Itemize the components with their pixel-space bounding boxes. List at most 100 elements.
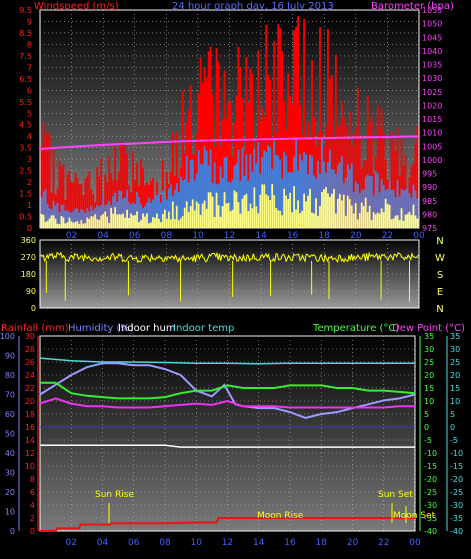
wind-average-bar [156,195,158,228]
moon-set-label: Moon Set [393,511,436,521]
wind-minimum-bar [102,213,105,228]
windspeed-tick-label: 1.5 [19,190,32,199]
wind-minimum-bar [64,223,67,228]
wind-average-bar [96,204,99,228]
wind-minimum-bar [62,217,65,228]
wind-average-bar [106,204,109,228]
wind-minimum-bar [205,208,208,228]
wind-gust-bar [60,167,63,228]
wind-gust-bar [277,24,280,228]
humidity-tick-label: 40 [5,449,15,458]
wind-series [39,16,420,229]
wind-average-bar [187,182,190,228]
wind-minimum-bar [241,198,244,228]
dewpoint-tick-label: 30 [450,345,460,354]
temperature-x-tick-label: 12 [222,538,233,548]
indoor-temp-line [39,357,415,365]
wind-average-bar [66,210,69,228]
wind-average-bar [42,191,45,228]
wind-minimum-bar [215,192,218,228]
wind-gust-bar [354,126,357,228]
dewpoint-tick-label: -10 [450,449,463,458]
wind-average-bar [150,202,152,228]
wind-average-bar [275,154,278,228]
wind-average-bar [408,193,411,228]
wind-minimum-bar [116,214,119,228]
wind-minimum-bar [177,220,180,228]
temperature-axis-label: Temperature (°C) [312,323,399,334]
wind-minimum-bar [410,215,413,228]
humidity-tick-label: 20 [5,488,15,497]
direction-tick-label: 180 [21,270,36,279]
wind-minimum-bar [201,203,204,228]
wind-minimum-bar [358,213,361,228]
humidity-line [39,362,416,419]
wind-minimum-bar [122,213,125,228]
wind-minimum-bar [68,217,71,228]
wind-minimum-bar [156,213,158,228]
wind-minimum-bar [374,214,377,228]
wind-minimum-bar [207,192,210,228]
rainfall-tick-label: 4 [30,501,35,510]
wind-average-bar [225,156,228,228]
direction-tick-label: 360 [21,236,36,245]
wind-gust-bar [394,151,397,228]
wind-average-bar [267,145,270,228]
dewpoint-line [39,397,415,409]
temperature-x-tick-label: 14 [253,538,265,548]
humidity-tick-label: 60 [5,410,15,419]
astro-events: Sun Rise Sun Set Moon Rise Moon Set [95,490,436,523]
wind-minimum-bar [193,210,196,228]
wind-minimum-bar [163,209,166,228]
wind-minimum-bar [171,201,174,228]
wind-gust-bar [68,171,71,228]
windspeed-tick-label: 9 [27,17,32,26]
wind-average-bar [112,196,115,228]
wind-average-bar [410,197,413,228]
temperature-tick-label: -5 [424,436,432,445]
direction-tick-label: 90 [26,287,36,296]
wind-minimum-bar [398,219,401,228]
wind-minimum-bar [265,194,268,228]
wind-minimum-bar [108,223,111,228]
wind-minimum-bar [120,214,123,228]
wind-average-bar [165,199,168,228]
wind-gust-bar [334,54,337,228]
wind-average-bar [175,183,178,228]
wind-gust-bar [311,60,313,228]
wind-gust-bar [239,67,242,229]
wind-minimum-bar [209,192,212,228]
wind-minimum-bar [261,184,264,228]
wind-gust-bar [319,27,321,229]
wind-minimum-bar [402,220,405,228]
temperature-tick-label: 35 [424,332,434,341]
wind-average-bar [402,190,405,228]
wind-average-bar [368,176,371,228]
wind-minimum-bar [195,201,198,228]
rainfall-tick-label: 24 [25,371,35,380]
wind-average-bar [213,162,216,228]
wind-minimum-bar [126,209,128,228]
compass-tick-label: N [436,236,443,247]
wind-minimum-bar [88,218,91,228]
wind-minimum-bar [199,214,202,228]
windspeed-tick-label: 3 [27,155,32,164]
wind-minimum-bar [144,216,146,228]
wind-average-bar [241,148,244,228]
wind-average-bar [181,180,184,228]
barometer-tick-label: 1055 [422,6,442,15]
windspeed-tick-label: 4 [27,132,32,141]
temperature-x-tick-label: 18 [316,538,328,548]
barometer-tick-label: 1005 [422,142,442,151]
wind-average-bar [372,195,375,228]
wind-minimum-bar [84,223,87,228]
wind-average-bar [398,196,401,228]
wind-average-bar [229,182,232,228]
wind-average-bar [406,187,409,228]
wind-average-bar [394,197,397,228]
wind-minimum-bar [301,210,303,228]
wind-average-bar [203,146,206,228]
wind-average-bar [319,173,321,228]
wind-average-bar [380,179,383,228]
wind-average-bar [62,204,65,228]
